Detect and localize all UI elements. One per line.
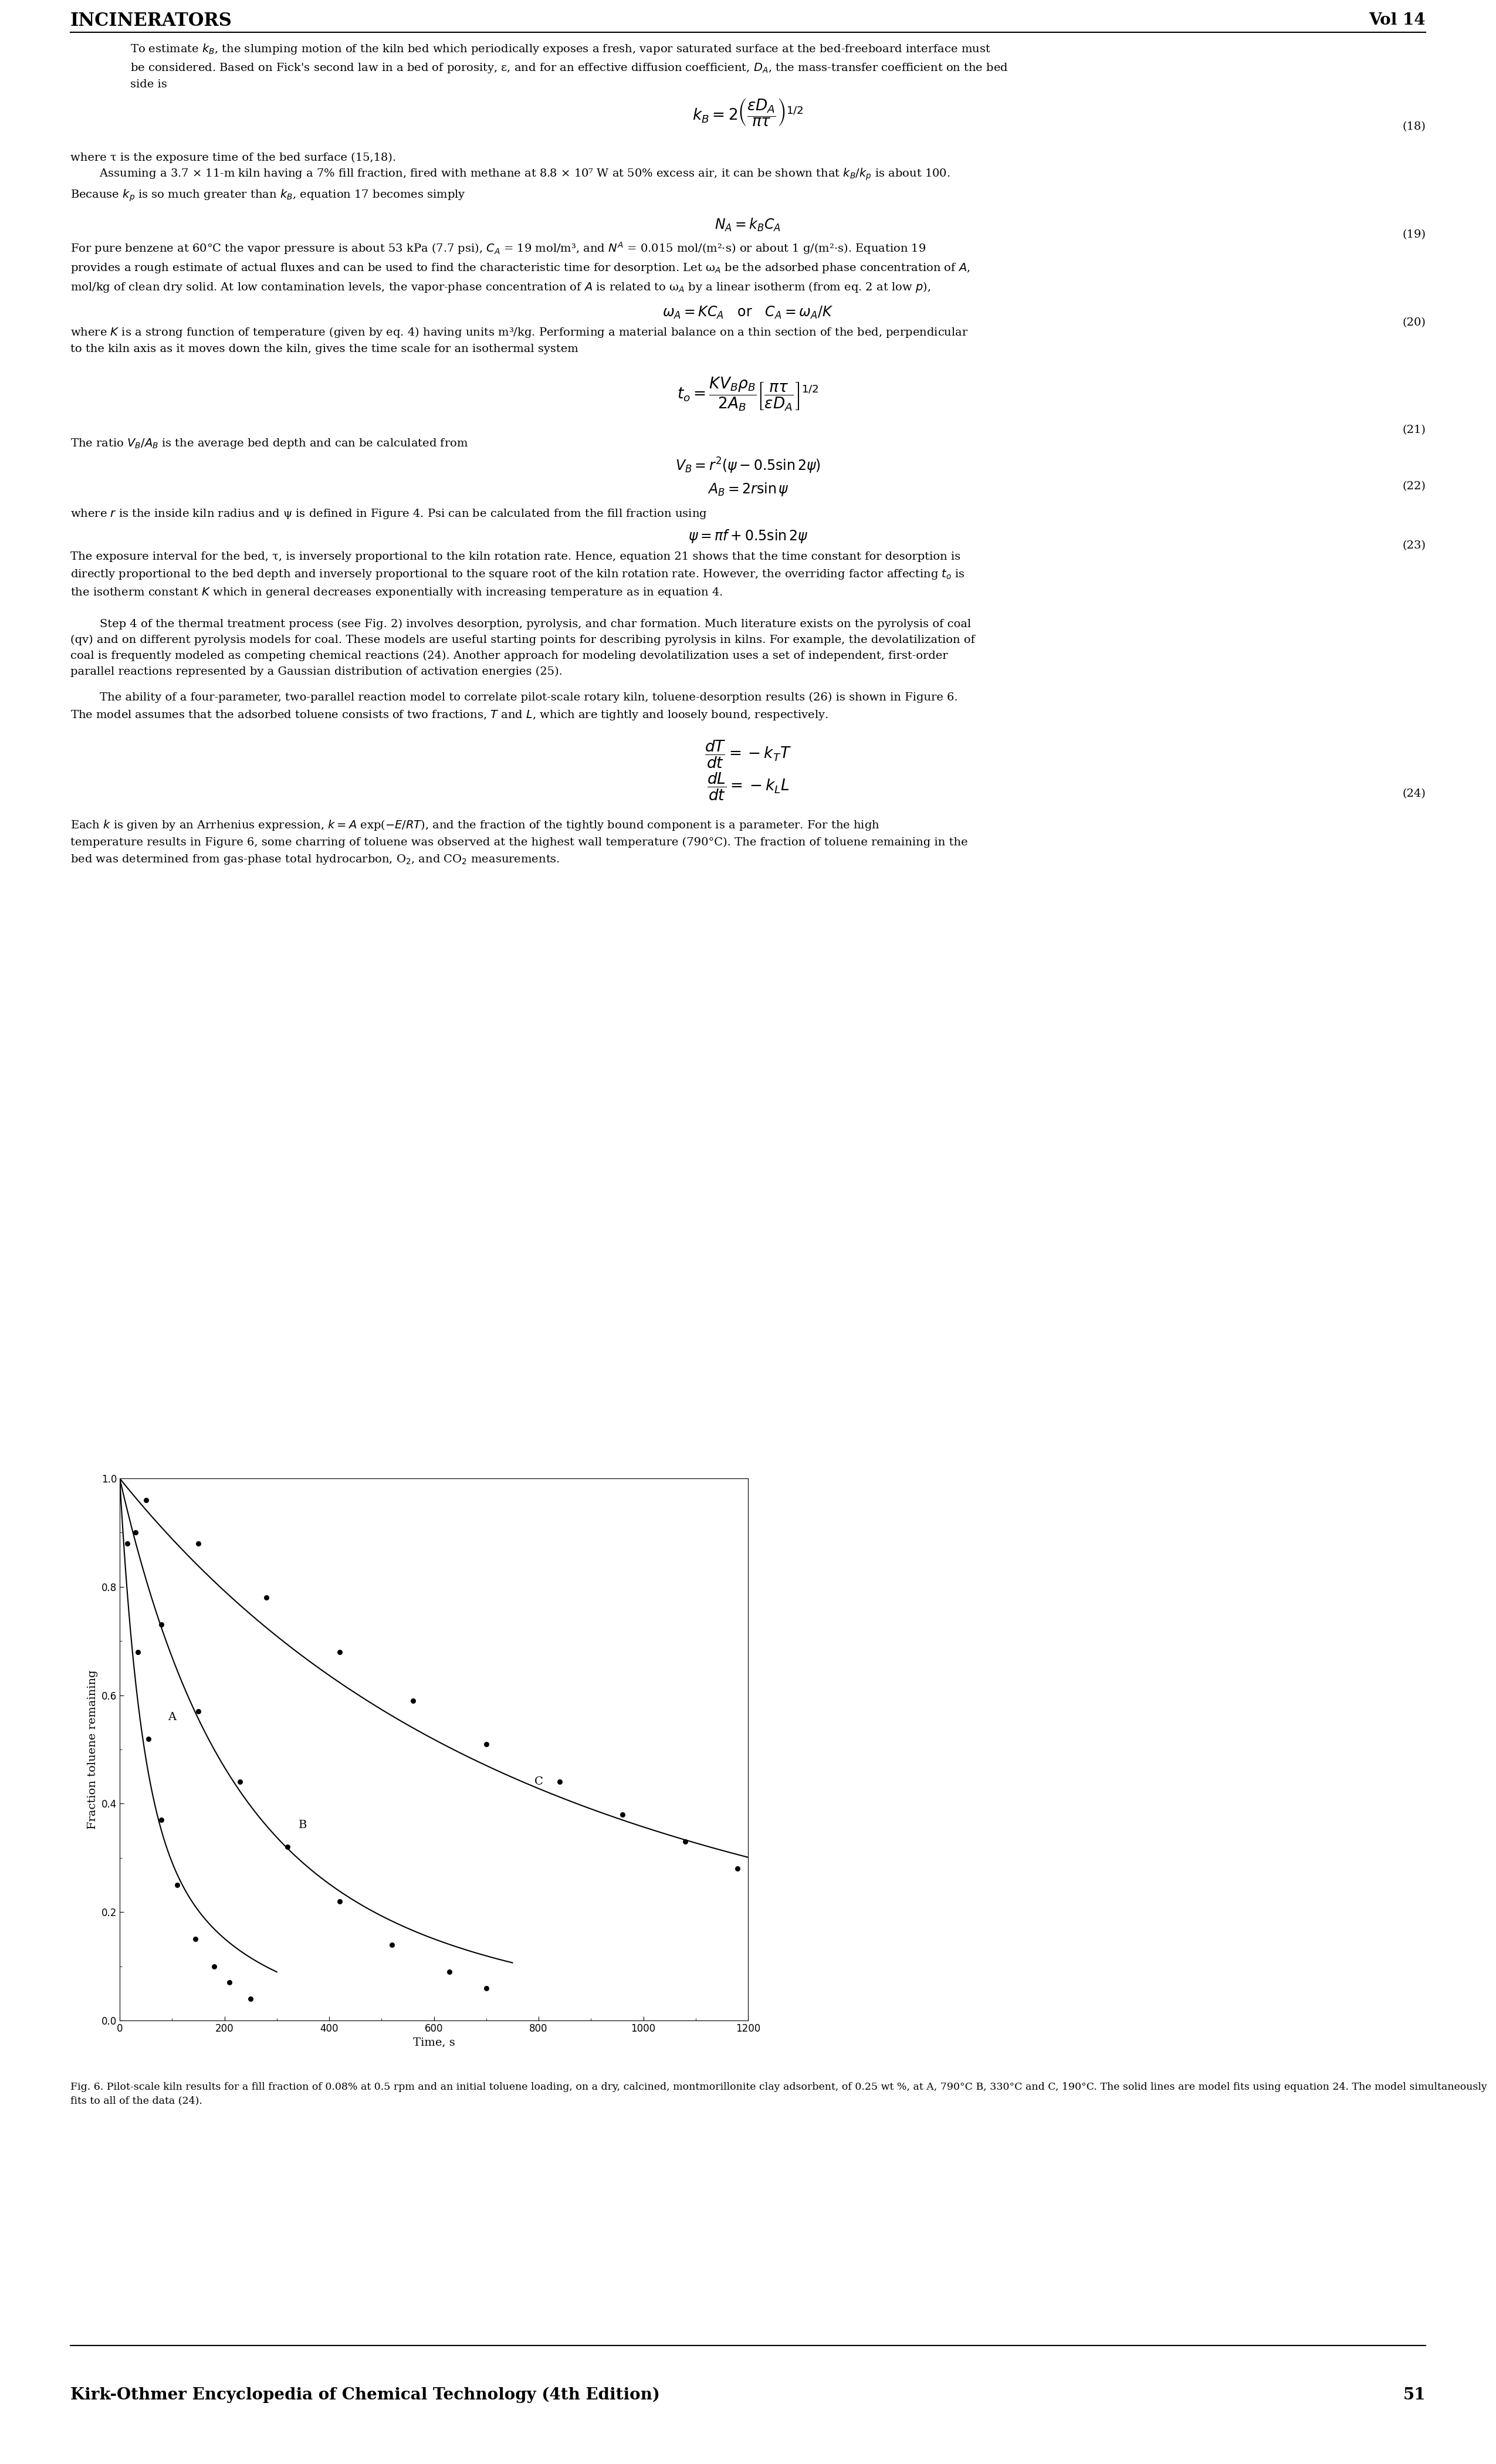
Point (401, 1680, 425, 1720)
Point (254, 1577, 278, 1616)
Text: B: B (299, 1821, 307, 1831)
Text: 51: 51 (1403, 2388, 1426, 2402)
Text: For pure benzene at 60°C the vapor pressure is about 53 kPa (7.7 psi), $C_A$ = 1: For pure benzene at 60°C the vapor press… (70, 241, 969, 293)
Text: $N_A = k_B C_A$: $N_A = k_B C_A$ (715, 217, 781, 234)
Point (123, 1513, 147, 1552)
Point (548, 1762, 571, 1801)
Point (438, 1951, 462, 1991)
Text: Fig. 6. Pilot-scale kiln results for a fill fraction of 0.08% at 0.5 rpm and an : Fig. 6. Pilot-scale kiln results for a f… (70, 2082, 1487, 2107)
Text: The ratio $V_B/A_B$ is the average bed depth and can be calculated from: The ratio $V_B/A_B$ is the average bed d… (70, 436, 468, 451)
Text: where $K$ is a strong function of temperature (given by eq. 4) having units m³/k: where $K$ is a strong function of temper… (70, 325, 968, 355)
Text: where $r$ is the inside kiln radius and ψ is defined in Figure 4. Psi can be cal: where $r$ is the inside kiln radius and … (70, 508, 708, 520)
Point (328, 1882, 352, 1922)
Text: (21): (21) (1402, 424, 1426, 436)
Point (184, 1919, 208, 1959)
Text: $\omega_A = KC_A \quad \mathrm{or} \quad C_A = \omega_A/K$: $\omega_A = KC_A \quad \mathrm{or} \quad… (663, 306, 833, 320)
Text: (18): (18) (1402, 121, 1426, 133)
Text: Assuming a 3.7 × 11-m kiln having a 7% fill fraction, fired with methane at 8.8 : Assuming a 3.7 × 11-m kiln having a 7% f… (70, 168, 950, 202)
Text: To estimate $k_B$, the slumping motion of the kiln bed which periodically expose: To estimate $k_B$, the slumping motion o… (130, 42, 1008, 89)
Point (275, 1828, 299, 1868)
Text: (24): (24) (1402, 788, 1426, 798)
Text: where τ is the exposure time of the bed surface (15,18).: where τ is the exposure time of the bed … (70, 153, 396, 163)
Text: (22): (22) (1402, 480, 1426, 493)
Point (218, 1964, 242, 2003)
Text: (20): (20) (1402, 318, 1426, 328)
Point (115, 1523, 139, 1562)
Point (726, 1848, 749, 1887)
Point (474, 1725, 498, 1764)
Point (186, 1693, 209, 1732)
Point (227, 1762, 251, 1801)
Text: $\dfrac{dT}{dt} = -k_T T$: $\dfrac{dT}{dt} = -k_T T$ (705, 739, 791, 769)
Point (202, 1947, 226, 1986)
Text: Kirk-Othmer Encyclopedia of Chemical Technology (4th Edition): Kirk-Othmer Encyclopedia of Chemical Tec… (70, 2388, 660, 2402)
Text: Each $k$ is given by an Arrhenius expression, $k = A$ exp($-E/RT$), and the frac: Each $k$ is given by an Arrhenius expres… (70, 818, 968, 867)
Point (328, 1631, 352, 1671)
Y-axis label: Fraction toluene remaining: Fraction toluene remaining (88, 1671, 99, 1828)
Text: (19): (19) (1402, 229, 1426, 239)
Point (135, 1481, 157, 1520)
Text: $\psi = \pi f + 0.5\sin 2\psi$: $\psi = \pi f + 0.5\sin 2\psi$ (688, 527, 808, 545)
Point (186, 1523, 209, 1562)
Point (238, 1979, 263, 2018)
Text: Vol 14: Vol 14 (1369, 12, 1426, 30)
Text: $\dfrac{dL}{dt} = -k_L L$: $\dfrac{dL}{dt} = -k_L L$ (706, 771, 790, 803)
Text: The exposure interval for the bed, τ, is inversely proportional to the kiln rota: The exposure interval for the bed, τ, is… (70, 552, 965, 599)
Point (126, 1631, 150, 1671)
Text: Step 4 of the thermal treatment process (see Fig. 2) involves desorption, pyroly: Step 4 of the thermal treatment process … (70, 618, 975, 678)
Point (610, 1794, 634, 1833)
Point (150, 1604, 174, 1643)
Point (165, 1865, 188, 1905)
Text: $V_B = r^2(\psi - 0.5\sin 2\psi)$: $V_B = r^2(\psi - 0.5\sin 2\psi)$ (675, 456, 821, 476)
Text: C: C (534, 1777, 543, 1786)
Text: $k_B = 2\left(\dfrac{\epsilon D_A}{\pi\tau}\right)^{1/2}$: $k_B = 2\left(\dfrac{\epsilon D_A}{\pi\t… (693, 96, 803, 128)
Point (474, 1969, 498, 2008)
Point (380, 1924, 404, 1964)
Text: The ability of a four-parameter, two-parallel reaction model to correlate pilot-: The ability of a four-parameter, two-par… (70, 692, 957, 722)
X-axis label: Time, s: Time, s (413, 2038, 455, 2048)
Point (150, 1801, 174, 1841)
Text: $A_B = 2r\sin\psi$: $A_B = 2r\sin\psi$ (708, 480, 788, 498)
Text: (23): (23) (1402, 540, 1426, 552)
Text: A: A (168, 1712, 177, 1722)
Text: INCINERATORS: INCINERATORS (70, 12, 232, 30)
Point (136, 1720, 160, 1759)
Point (673, 1821, 697, 1860)
Text: $t_o = \dfrac{KV_B\rho_B}{2A_B}\left[\dfrac{\pi\tau}{\epsilon D_A}\right]^{1/2}$: $t_o = \dfrac{KV_B\rho_B}{2A_B}\left[\df… (678, 375, 818, 411)
